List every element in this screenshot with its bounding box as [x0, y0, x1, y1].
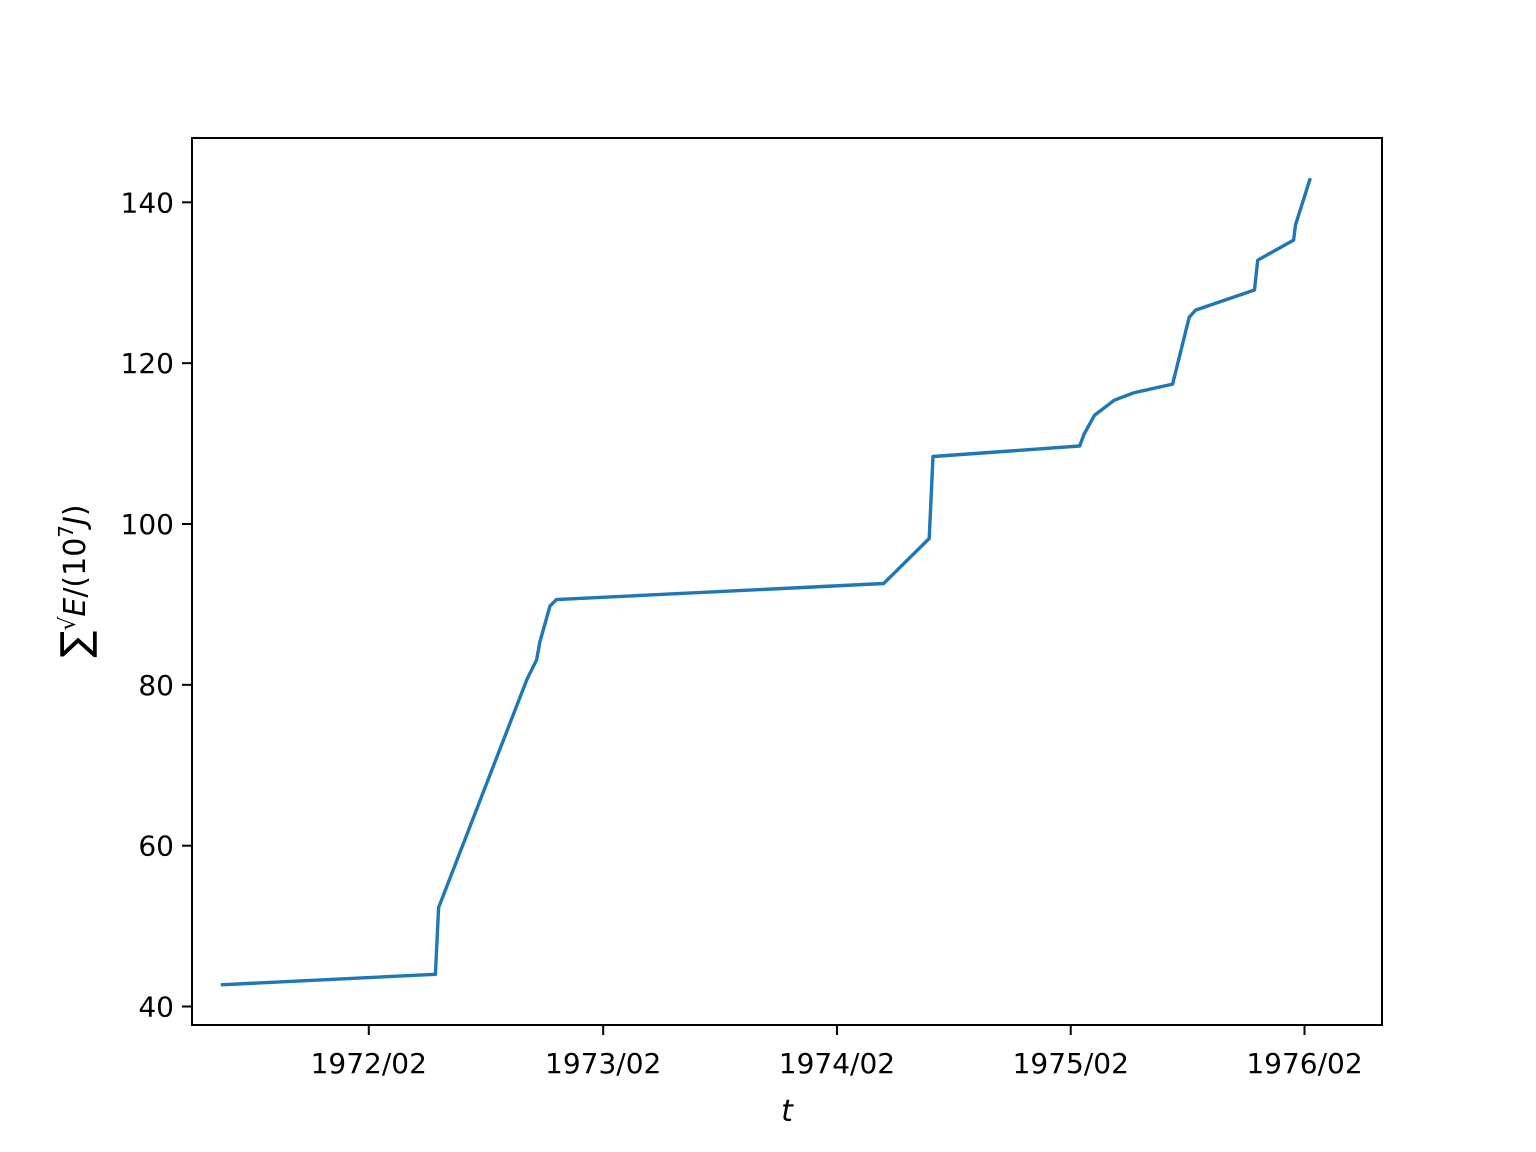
- y-tick-label: 120: [121, 347, 174, 380]
- y-tick-label: 80: [138, 669, 174, 702]
- x-tick-label: 1974/02: [779, 1047, 895, 1080]
- plot-area: [220, 177, 1312, 987]
- x-tick-label: 1975/02: [1013, 1047, 1129, 1080]
- y-tick-label: 140: [121, 186, 174, 219]
- x-tick-label: 1972/02: [311, 1047, 427, 1080]
- x-tick-label: 1976/02: [1246, 1047, 1362, 1080]
- series-line-0: [220, 177, 1312, 987]
- svg-text:∑√E/(107J): ∑√E/(107J): [53, 504, 99, 657]
- y-tick-label: 60: [138, 830, 174, 863]
- y-axis-label: ∑√E/(107J): [53, 504, 99, 657]
- x-axis-label: t: [781, 1094, 794, 1129]
- x-tick-label: 1973/02: [545, 1047, 661, 1080]
- x-axis: 1972/02 1973/02 1974/02 1975/02 1976/02: [311, 1025, 1363, 1080]
- y-tick-label: 40: [138, 991, 174, 1024]
- y-tick-label: 100: [121, 508, 174, 541]
- plot-frame: [191, 137, 1383, 1026]
- y-axis: 40 60 80 100 120 140: [121, 186, 192, 1024]
